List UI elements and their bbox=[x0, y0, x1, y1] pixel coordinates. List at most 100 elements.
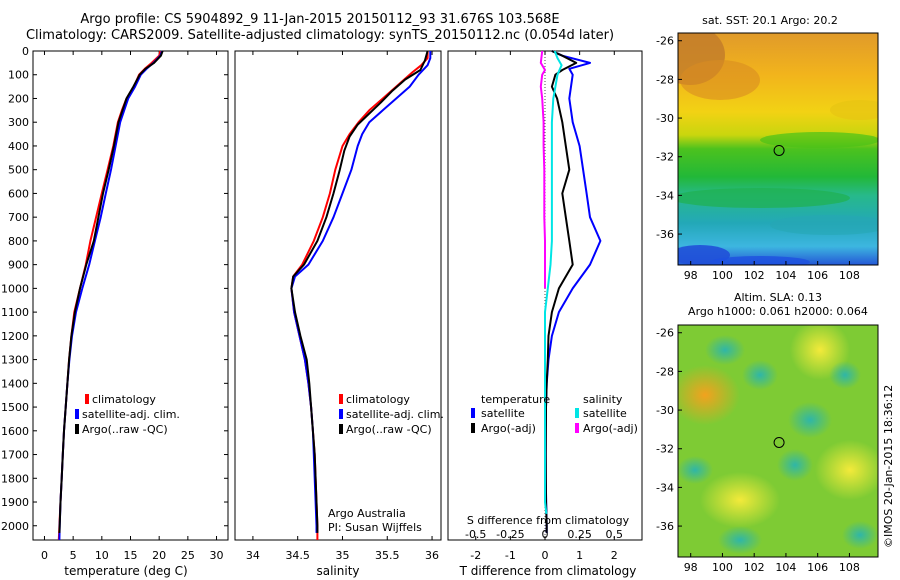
depth-tick-label: 1500 bbox=[1, 401, 29, 414]
map-y-tick-label: -34 bbox=[656, 481, 674, 494]
salinity-legend: climatology satellite-adj. clim. Argo(..… bbox=[339, 393, 444, 436]
map-x-tick-label: 100 bbox=[712, 561, 733, 574]
depth-tick-label: 600 bbox=[8, 187, 29, 200]
depth-tick-label: 400 bbox=[8, 140, 29, 153]
series-line-argo-raw-qc- bbox=[290, 50, 429, 533]
difference-x-axis: -2 -1 0 1 2 -0.5 -0.25 0 0.25 0.5 bbox=[465, 51, 623, 562]
temperature-xlabel: temperature (deg C) bbox=[64, 564, 187, 578]
x-tick-label: -2 bbox=[470, 549, 481, 562]
sst-heatmap bbox=[678, 33, 878, 265]
depth-tick-label: 1400 bbox=[1, 377, 29, 390]
salinity-x-axis: 34 34.5 35 35.5 36 bbox=[246, 51, 439, 562]
series-line-argo-raw-qc- bbox=[58, 50, 164, 533]
depth-tick-label: 200 bbox=[8, 92, 29, 105]
x2-tick-label: 0 bbox=[542, 528, 549, 541]
sst-map-border bbox=[677, 32, 879, 266]
x-tick-label: 25 bbox=[181, 549, 195, 562]
legend-swatch-argo bbox=[75, 424, 79, 434]
sst-map-title: sat. SST: 20.1 Argo: 20.2 bbox=[702, 14, 838, 27]
map-y-tick-label: -32 bbox=[656, 443, 674, 456]
sla-map-title: Altim. SLA: 0.13 bbox=[734, 291, 822, 304]
temperature-panel: 0100200300400500600700800900100011001200… bbox=[1, 45, 642, 578]
temperature-x-axis: 0 5 10 15 20 25 30 bbox=[41, 51, 224, 562]
figure-subtitle: Climatology: CARS2009. Satellite-adjuste… bbox=[25, 28, 615, 43]
depth-tick-label: 100 bbox=[8, 69, 29, 82]
map-x-tick-label: 100 bbox=[712, 269, 733, 282]
legend-label-argo: Argo(..raw -QC) bbox=[346, 423, 432, 436]
map-x-tick-label: 104 bbox=[775, 269, 796, 282]
x-tick-label: 34 bbox=[246, 549, 260, 562]
x-tick-label: 2 bbox=[611, 549, 618, 562]
series-line-satellite bbox=[544, 50, 563, 515]
map-y-tick-label: -32 bbox=[656, 151, 674, 164]
legend-swatch-t-argo bbox=[471, 423, 475, 433]
depth-tick-label: 500 bbox=[8, 164, 29, 177]
annotation-argo-australia: Argo Australia bbox=[328, 507, 406, 520]
legend-label-s-argo: Argo(-adj) bbox=[583, 422, 638, 435]
x-tick-label: 36 bbox=[425, 549, 439, 562]
argo-location-marker bbox=[773, 144, 785, 156]
x-tick-label: 0 bbox=[542, 549, 549, 562]
depth-tick-label: 300 bbox=[8, 116, 29, 129]
map-x-tick-label: 98 bbox=[684, 561, 698, 574]
map-y-tick-label: -28 bbox=[656, 73, 674, 86]
legend-group-salinity: salinity bbox=[583, 393, 623, 406]
salinity-axes-box bbox=[234, 50, 442, 541]
legend-swatch-satellite-adj bbox=[339, 409, 343, 419]
x-tick-label: 20 bbox=[152, 549, 166, 562]
depth-tick-label: 1600 bbox=[1, 425, 29, 438]
map-x-tick-label: 106 bbox=[807, 269, 828, 282]
difference-legend: temperature satellite Argo(-adj) salinit… bbox=[471, 393, 638, 435]
t-difference-label: T difference from climatology bbox=[459, 564, 637, 578]
legend-label-t-satellite: satellite bbox=[481, 407, 525, 420]
legend-label-satellite-adj: satellite-adj. clim. bbox=[82, 408, 180, 421]
legend-label-climatology: climatology bbox=[92, 393, 156, 406]
depth-tick-label: 1900 bbox=[1, 496, 29, 509]
depth-tick-label: 1100 bbox=[1, 306, 29, 319]
sla-map-panel: Altim. SLA: 0.13 Argo h1000: 0.061 h2000… bbox=[656, 291, 879, 574]
temperature-axes-box bbox=[32, 50, 229, 541]
salinity-series bbox=[290, 50, 432, 540]
sst-map-axes: 98 100 102 104 106 108 -26 -28 -30 -32 -34 -36 bbox=[656, 35, 860, 282]
legend-label-t-argo: Argo(-adj) bbox=[481, 422, 536, 435]
depth-tick-label: 1700 bbox=[1, 449, 29, 462]
series-line-argo-adj- bbox=[539, 50, 546, 289]
map-y-tick-label: -34 bbox=[656, 189, 674, 202]
sst-map-panel: sat. SST: 20.1 Argo: 20.2 98 100 102 104 106… bbox=[656, 14, 879, 282]
legend-label-s-satellite: satellite bbox=[583, 407, 627, 420]
x-tick-label: 0 bbox=[41, 549, 48, 562]
map-x-tick-label: 104 bbox=[775, 561, 796, 574]
legend-label-satellite-adj: satellite-adj. clim. bbox=[346, 408, 444, 421]
depth-tick-label: 900 bbox=[8, 259, 29, 272]
legend-swatch-t-satellite bbox=[471, 408, 475, 418]
x-tick-label: 5 bbox=[70, 549, 77, 562]
depth-tick-label: 1000 bbox=[1, 282, 29, 295]
depth-tick-label: 2000 bbox=[1, 520, 29, 533]
map-x-tick-label: 102 bbox=[744, 269, 765, 282]
map-y-tick-label: -36 bbox=[656, 520, 674, 533]
x-tick-label: -1 bbox=[505, 549, 516, 562]
s-difference-label: S difference from climatology bbox=[467, 514, 630, 527]
depth-axis: 0 100 200 300 400 500 600 700 800 900 1000 1100 1200… bbox=[1, 45, 642, 533]
map-x-tick-label: 108 bbox=[839, 561, 860, 574]
sla-map-border bbox=[677, 324, 879, 558]
map-x-tick-label: 98 bbox=[684, 269, 698, 282]
map-y-tick-label: -28 bbox=[656, 365, 674, 378]
depth-tick-label: 1300 bbox=[1, 354, 29, 367]
legend-label-climatology: climatology bbox=[346, 393, 410, 406]
x2-tick-label: 0.5 bbox=[606, 528, 624, 541]
legend-swatch-satellite-adj bbox=[75, 409, 79, 419]
legend-swatch-s-argo bbox=[575, 423, 579, 433]
depth-tick-label: 700 bbox=[8, 211, 29, 224]
depth-tick-label: 800 bbox=[8, 235, 29, 248]
x2-tick-label: -0.5 bbox=[465, 528, 486, 541]
x-tick-label: 35 bbox=[335, 549, 349, 562]
map-y-tick-label: -36 bbox=[656, 228, 674, 241]
salinity-xlabel: salinity bbox=[316, 564, 359, 578]
annotation-pi: PI: Susan Wijffels bbox=[328, 521, 422, 534]
map-x-tick-label: 106 bbox=[807, 561, 828, 574]
difference-panel: -2 -1 0 1 2 -0.5 -0.25 0 0.25 0.5 S difference fr… bbox=[447, 50, 643, 578]
map-x-tick-label: 108 bbox=[839, 269, 860, 282]
map-y-tick-label: -26 bbox=[656, 35, 674, 48]
